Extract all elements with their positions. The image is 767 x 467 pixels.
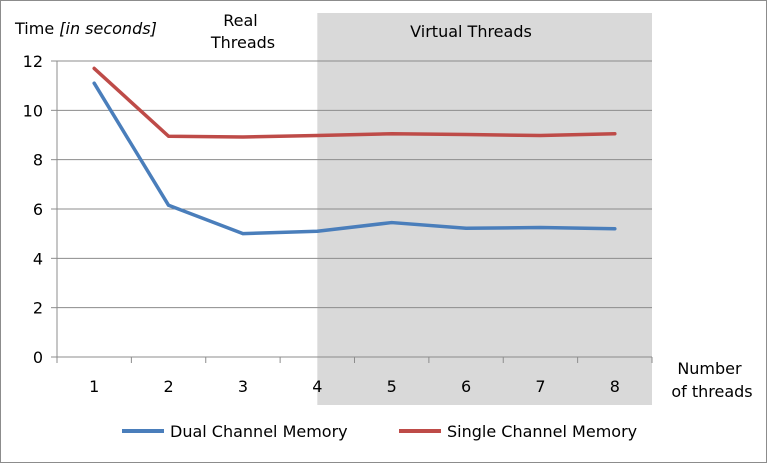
x-tick-label-8: 8 [610, 377, 620, 396]
data-point-dual-8 [613, 227, 617, 231]
x-tick-label-6: 6 [461, 377, 471, 396]
x-tick-label-3: 3 [238, 377, 248, 396]
real-threads-label-line1: Real [223, 11, 258, 30]
series-line-single [92, 66, 617, 139]
x-tick-label-5: 5 [387, 377, 397, 396]
legend-label-single: Single Channel Memory [447, 422, 637, 441]
x-axis-label-line1: Number [677, 359, 742, 378]
x-tick-label-2: 2 [163, 377, 173, 396]
y-tick-label-2: 2 [33, 299, 43, 318]
real-threads-label-line2: Threads [210, 33, 275, 52]
data-point-single-7 [538, 133, 542, 137]
y-tick-label-10: 10 [23, 101, 43, 120]
legend: Dual Channel Memory Single Channel Memor… [122, 422, 637, 441]
data-point-dual-4 [315, 229, 319, 233]
y-tick-label-4: 4 [33, 249, 43, 268]
x-axis-label: Number of threads [671, 359, 752, 401]
data-point-single-6 [464, 133, 468, 137]
data-point-dual-6 [464, 226, 468, 230]
y-axis-label: Time [in seconds] [14, 19, 157, 38]
series-line-dual [92, 81, 617, 236]
y-tick-label-6: 6 [33, 200, 43, 219]
y-tick-label-0: 0 [33, 348, 43, 367]
x-tick-label-7: 7 [535, 377, 545, 396]
data-point-single-1 [92, 66, 96, 70]
legend-label-dual: Dual Channel Memory [170, 422, 348, 441]
y-tick-label-12: 12 [23, 52, 43, 71]
data-point-dual-3 [241, 232, 245, 236]
data-point-dual-2 [167, 203, 171, 207]
data-point-single-2 [167, 134, 171, 138]
real-threads-label: Real Threads [210, 11, 275, 52]
data-point-dual-5 [390, 221, 394, 225]
y-tick-label-8: 8 [33, 151, 43, 170]
data-point-single-3 [241, 135, 245, 139]
data-point-single-5 [390, 132, 394, 136]
x-tick-label-4: 4 [312, 377, 322, 396]
data-point-single-4 [315, 133, 319, 137]
data-point-dual-1 [92, 81, 96, 85]
data-point-dual-7 [538, 226, 542, 229]
x-axis-label-line2: of threads [671, 382, 752, 401]
virtual-threads-label: Virtual Threads [410, 22, 532, 41]
data-point-single-8 [613, 132, 617, 136]
x-tick-label-1: 1 [89, 377, 99, 396]
